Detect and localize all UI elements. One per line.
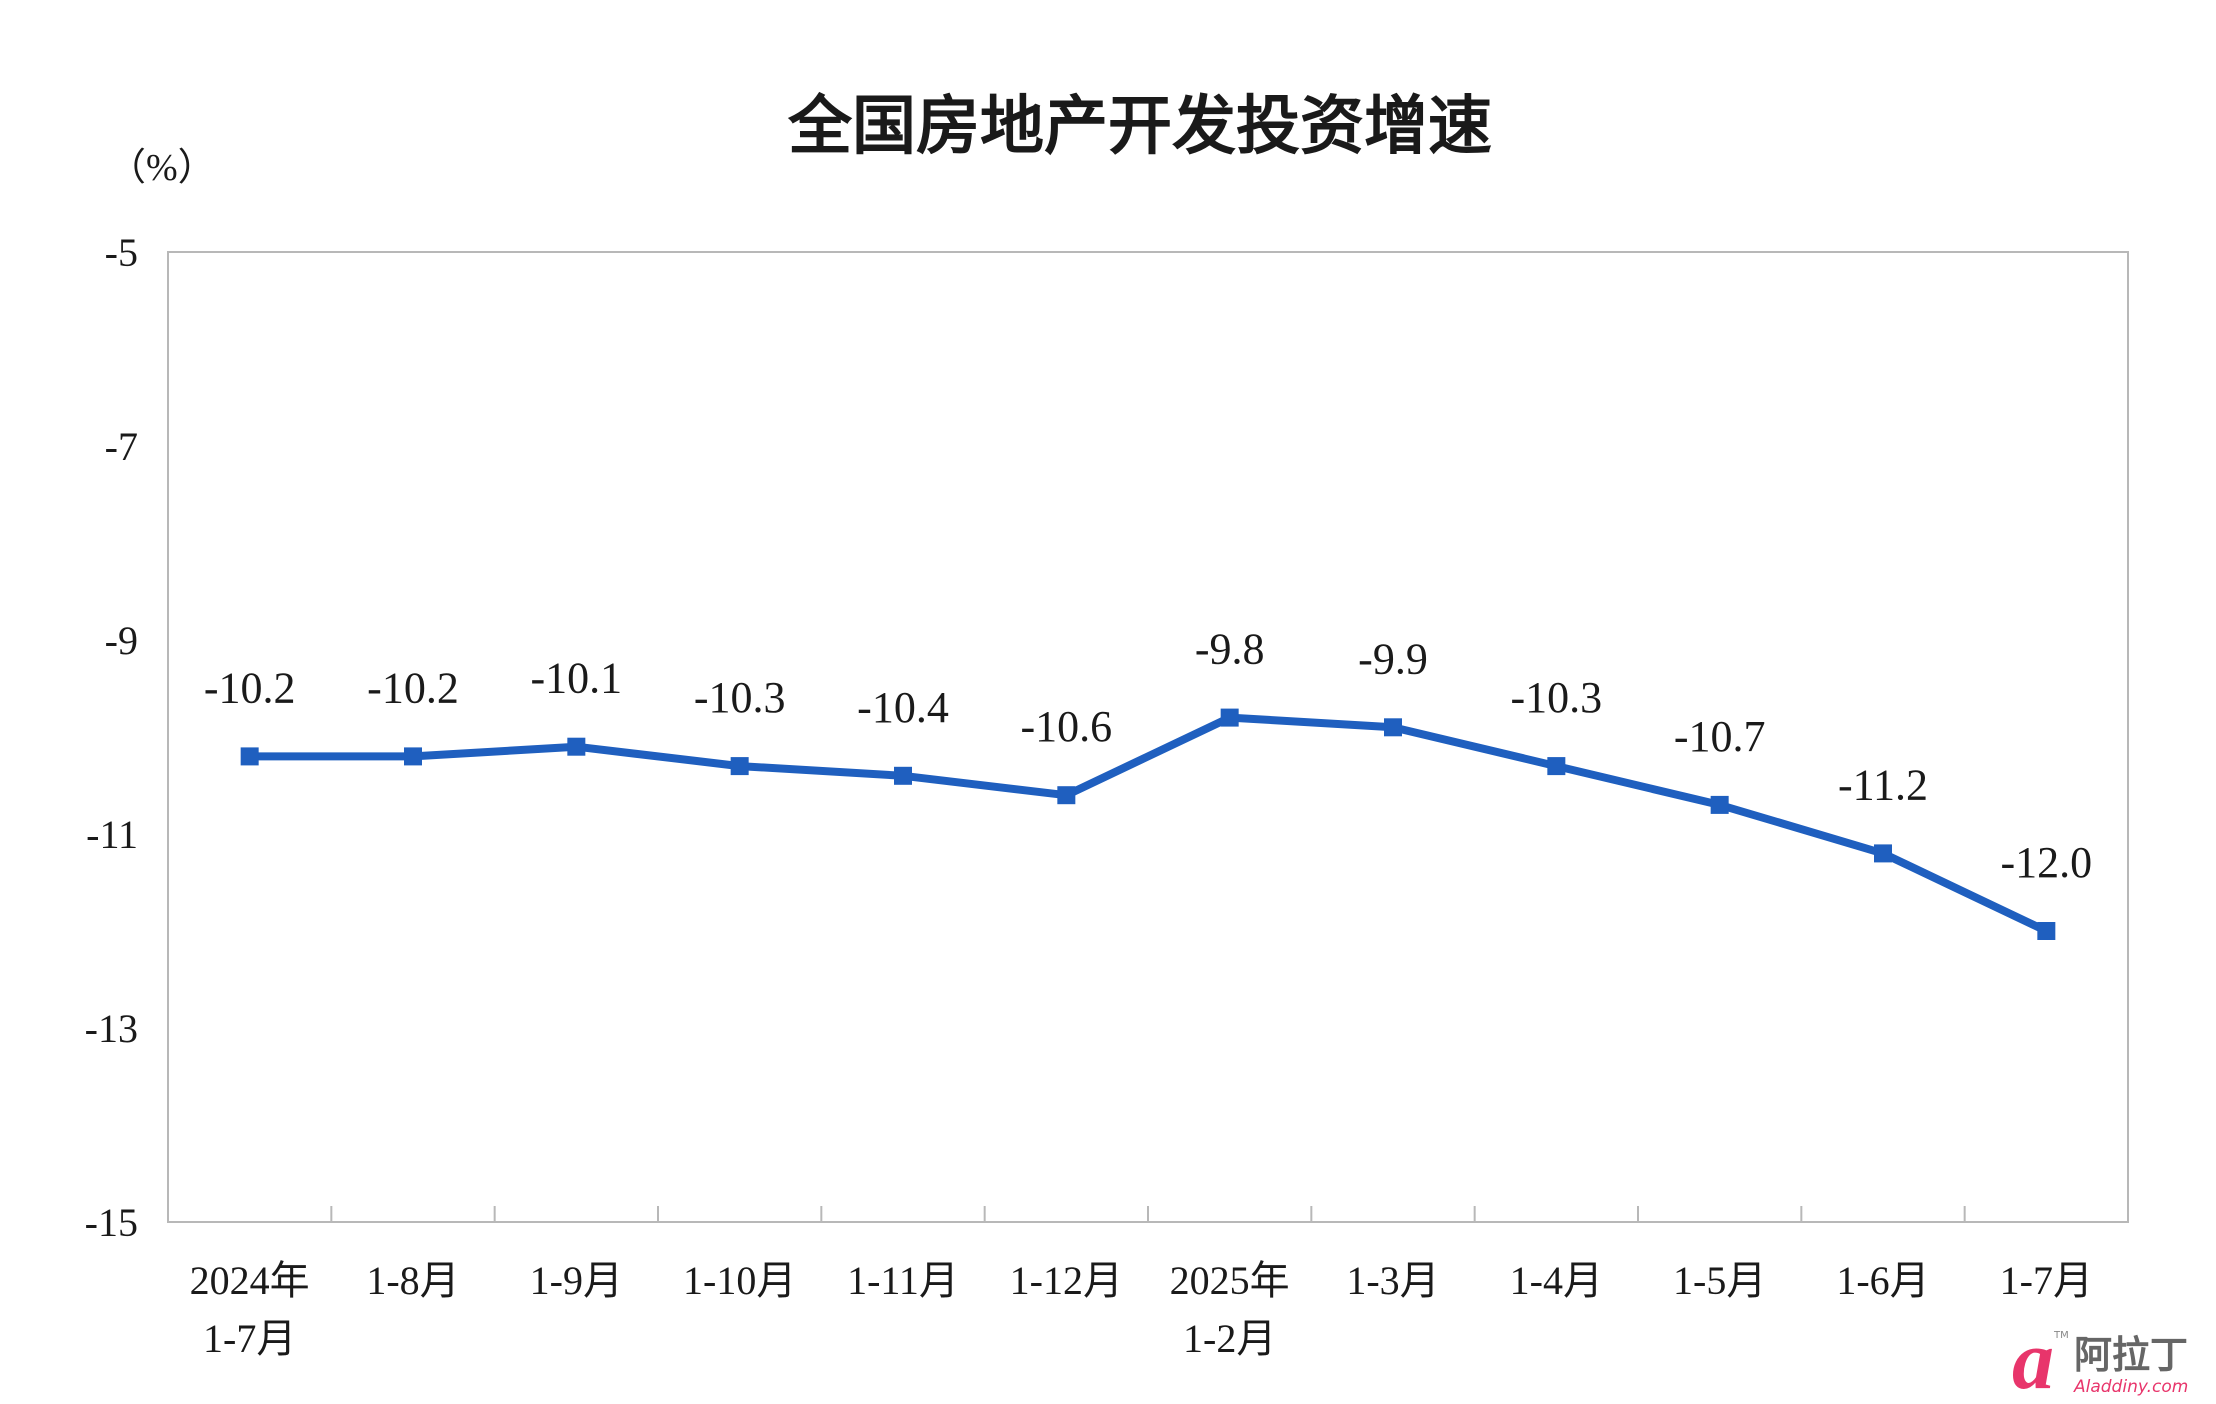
data-label: -9.8: [1195, 625, 1265, 674]
data-label: -10.7: [1674, 712, 1766, 761]
data-point: [2037, 922, 2056, 940]
x-tick-label: 1-6月: [1836, 1258, 1929, 1303]
series-line: [245, 713, 2051, 935]
y-tick-label: -5: [105, 230, 138, 275]
watermark-glyph: a: [2012, 1326, 2054, 1398]
y-tick-label: -9: [105, 618, 138, 663]
data-point: [894, 766, 912, 785]
data-point: [1710, 795, 1729, 814]
x-tick-label: 1-4月: [1510, 1258, 1603, 1303]
data-labels: -10.2 -10.2 -10.1 -10.3 -10.4 -10.6 -9.8 -9.9 -1…: [204, 625, 2092, 887]
data-point: [567, 737, 586, 756]
data-point: [240, 747, 259, 766]
watermark-url: Aladdiny.com: [2073, 1377, 2188, 1397]
x-tick-label: 1-3月: [1346, 1258, 1439, 1303]
x-tick-label: 1-9月: [530, 1258, 623, 1303]
data-label: -10.2: [367, 663, 459, 712]
data-point: [404, 747, 422, 766]
x-tick-label: 1-10月: [683, 1258, 796, 1303]
data-point: [1220, 708, 1239, 727]
data-label: -10.1: [531, 654, 623, 703]
x-tick-label: 1-12月: [1010, 1258, 1123, 1303]
y-axis-ticks: -5 -7 -9 -11 -13 -15: [85, 230, 138, 1245]
data-point: [1547, 757, 1566, 776]
x-tick-label: 1-7月: [2000, 1258, 2093, 1303]
data-label: -10.3: [694, 673, 786, 722]
x-tick-label: 1-7月: [203, 1316, 296, 1361]
data-label: -10.4: [857, 683, 949, 732]
x-tick-label: 1-5月: [1673, 1258, 1766, 1303]
y-tick-label: -15: [85, 1200, 138, 1245]
x-axis-labels: 2024年 1-7月 1-8月 1-9月 1-10月 1-11月 1-12月 2025年 1-2…: [190, 1258, 2093, 1361]
series-markers: [240, 708, 2056, 940]
watermark-logo: a TM 阿拉丁 Aladdiny.com: [2012, 1326, 2188, 1398]
x-tick-label: 1-2月: [1183, 1316, 1276, 1361]
y-tick-label: -7: [105, 424, 138, 469]
x-tick-label: 1-11月: [847, 1258, 959, 1303]
data-label: -10.3: [1511, 673, 1603, 722]
data-point: [1057, 786, 1076, 805]
chart-title: 全国房地产开发投资增速: [787, 90, 1492, 164]
data-label: -11.2: [1838, 760, 1928, 809]
data-point: [730, 757, 749, 776]
data-point: [1874, 844, 1892, 863]
data-label: -9.9: [1358, 634, 1428, 683]
watermark-tm: TM: [2053, 1330, 2069, 1341]
x-tick-label: 2024年: [190, 1258, 310, 1303]
watermark-cn: 阿拉丁: [2074, 1335, 2188, 1377]
x-tick-label: 1-8月: [366, 1258, 459, 1303]
plot-frame: [167, 251, 2129, 1223]
y-tick-label: -11: [86, 812, 138, 857]
x-axis-ticks: [330, 1206, 1966, 1222]
data-label: -12.0: [2001, 838, 2093, 887]
data-point: [1384, 718, 1402, 737]
data-label: -10.6: [1021, 702, 1113, 751]
y-tick-label: -13: [85, 1006, 138, 1051]
x-tick-label: 2025年: [1170, 1258, 1290, 1303]
y-unit-label: （%）: [108, 147, 216, 189]
data-label: -10.2: [204, 663, 296, 712]
